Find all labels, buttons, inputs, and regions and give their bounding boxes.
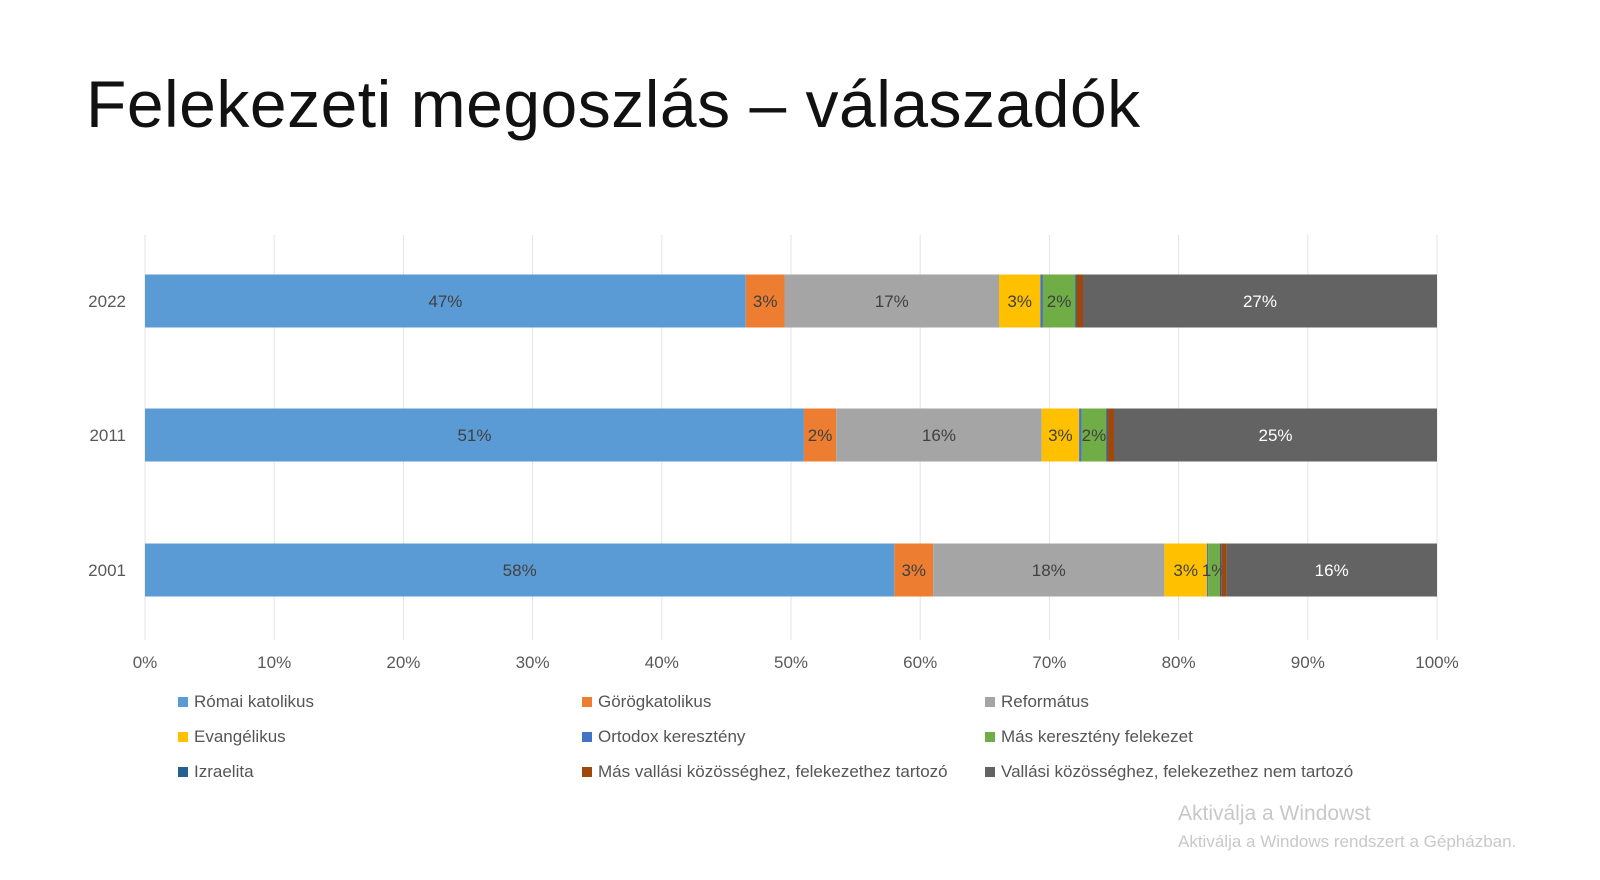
x-tick-label: 90%	[1291, 653, 1325, 672]
data-label: 16%	[1315, 561, 1349, 580]
legend-swatch	[582, 732, 592, 742]
data-label: 25%	[1258, 426, 1292, 445]
bar-segment	[1076, 274, 1083, 328]
legend-label: Más vallási közösséghez, felekezethez ta…	[598, 762, 948, 781]
bar-segment	[836, 408, 1042, 462]
legend-swatch	[582, 697, 592, 707]
legend-item: Római katolikus	[178, 692, 314, 712]
data-label: 2%	[1082, 426, 1107, 445]
y-category-label: 2011	[89, 426, 126, 445]
data-label: 51%	[457, 426, 491, 445]
bar-segment	[784, 274, 1000, 328]
legend-swatch	[985, 767, 995, 777]
bar-segment	[1107, 408, 1114, 462]
data-label: 3%	[1007, 292, 1032, 311]
legend-item: Vallási közösséghez, felekezethez nem ta…	[985, 762, 1353, 782]
bar-segment	[1081, 408, 1107, 462]
x-tick-label: 40%	[645, 653, 679, 672]
bar-segment	[1040, 274, 1043, 328]
x-tick-label: 80%	[1162, 653, 1196, 672]
legend-item: Más vallási közösséghez, felekezethez ta…	[582, 762, 948, 782]
x-tick-label: 60%	[903, 653, 937, 672]
data-label: 16%	[922, 426, 956, 445]
bar-segment	[999, 274, 1041, 328]
legend-label: Ortodox keresztény	[598, 727, 746, 746]
x-tick-label: 50%	[774, 653, 808, 672]
bar-segment	[1106, 408, 1108, 462]
bar-segment	[1041, 408, 1080, 462]
legend-label: Más keresztény felekezet	[1001, 727, 1193, 746]
legend-item: Izraelita	[178, 762, 254, 782]
legend-label: Izraelita	[194, 762, 254, 781]
bar-segment	[145, 274, 746, 328]
bar-segment	[1114, 408, 1437, 462]
data-label: 2%	[1047, 292, 1072, 311]
bar-segment	[1207, 543, 1209, 597]
data-label: 18%	[1032, 561, 1066, 580]
legend-swatch	[178, 732, 188, 742]
legend-item: Evangélikus	[178, 727, 286, 747]
bar-segment	[1075, 274, 1077, 328]
legend-item: Ortodox keresztény	[582, 727, 745, 747]
y-category-label: 2022	[88, 292, 126, 311]
bar-segment	[1164, 543, 1208, 597]
data-label: 3%	[1173, 561, 1198, 580]
watermark-title: Aktiválja a Windowst	[1178, 802, 1371, 825]
bar-segment	[933, 543, 1165, 597]
legend-swatch	[178, 697, 188, 707]
legend-label: Görögkatolikus	[598, 692, 712, 711]
bar-segment	[1226, 543, 1437, 597]
legend-swatch	[985, 697, 995, 707]
data-label: 3%	[1048, 426, 1073, 445]
slide-title: Felekezeti megoszlás – válaszadók	[86, 67, 1141, 141]
data-label: 2%	[808, 426, 833, 445]
legend-swatch	[582, 767, 592, 777]
y-category-label: 2001	[88, 561, 126, 580]
legend-label: Vallási közösséghez, felekezethez nem ta…	[1001, 762, 1354, 781]
bar-segment	[145, 408, 804, 462]
data-label: 47%	[428, 292, 462, 311]
x-tick-label: 70%	[1032, 653, 1066, 672]
bar-segment	[1219, 543, 1222, 597]
data-label: 58%	[503, 561, 537, 580]
x-tick-label: 0%	[133, 653, 158, 672]
bar-segment	[145, 543, 895, 597]
legend-item: Más keresztény felekezet	[985, 727, 1193, 747]
x-tick-label: 10%	[257, 653, 291, 672]
legend-item: Görögkatolikus	[582, 692, 711, 712]
x-tick-label: 30%	[516, 653, 550, 672]
bar-segment	[894, 543, 934, 597]
data-label: 3%	[901, 561, 926, 580]
legend-label: Evangélikus	[194, 727, 286, 746]
bar-segment	[1079, 408, 1082, 462]
data-label: 17%	[875, 292, 909, 311]
legend-swatch	[985, 732, 995, 742]
legend-label: Református	[1001, 692, 1089, 711]
bar-segment	[1221, 543, 1227, 597]
legend-label: Római katolikus	[194, 692, 314, 711]
bar-segment	[803, 408, 837, 462]
x-tick-label: 20%	[386, 653, 420, 672]
legend-swatch	[178, 767, 188, 777]
bar-segment	[1082, 274, 1437, 328]
watermark-subtitle: Aktiválja a Windows rendszert a Gépházba…	[1178, 832, 1517, 851]
legend-item: Református	[985, 692, 1089, 712]
x-tick-label: 100%	[1415, 653, 1458, 672]
data-label: 3%	[753, 292, 778, 311]
bar-segment	[1042, 274, 1076, 328]
bar-segment	[745, 274, 785, 328]
data-label: 27%	[1243, 292, 1277, 311]
bar-segment	[1208, 543, 1220, 597]
